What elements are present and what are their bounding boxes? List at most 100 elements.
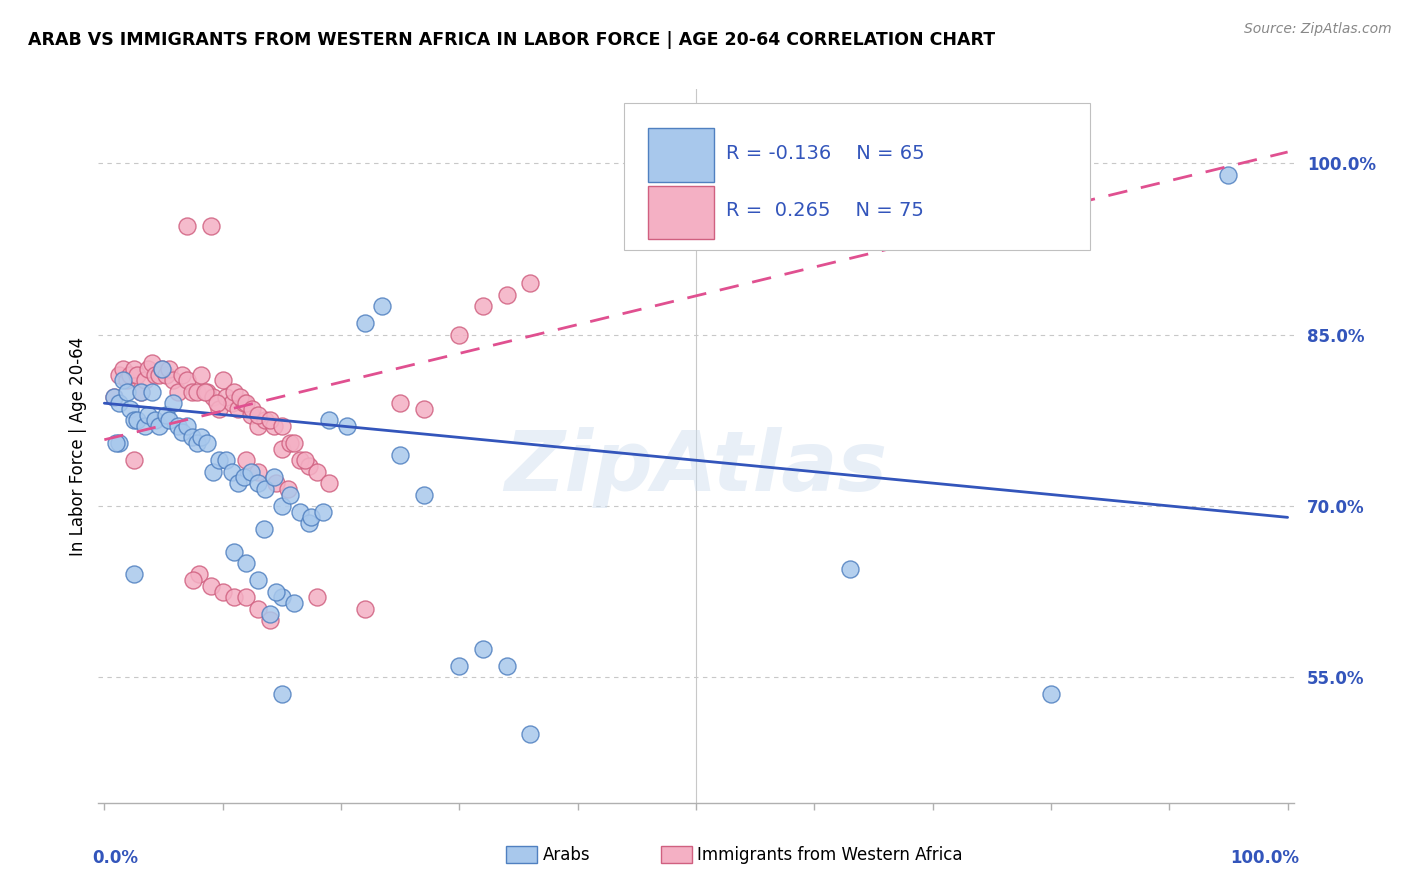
- Point: [270, 591, 292, 605]
- Text: Immigrants from Western Africa: Immigrants from Western Africa: [697, 846, 963, 863]
- Point: [240, 401, 263, 416]
- Point: [202, 465, 225, 479]
- Point: [136, 408, 159, 422]
- Point: [389, 448, 412, 462]
- Point: [208, 453, 231, 467]
- Point: [353, 601, 375, 615]
- Point: [180, 430, 202, 444]
- Point: [472, 299, 495, 313]
- Point: [143, 368, 166, 382]
- Point: [200, 579, 222, 593]
- Point: [247, 476, 270, 491]
- Text: ARAB VS IMMIGRANTS FROM WESTERN AFRICA IN LABOR FORCE | AGE 20-64 CORRELATION CH: ARAB VS IMMIGRANTS FROM WESTERN AFRICA I…: [28, 31, 995, 49]
- Point: [180, 384, 202, 399]
- Point: [122, 567, 145, 582]
- Point: [449, 327, 471, 342]
- Point: [127, 368, 149, 382]
- Point: [838, 562, 860, 576]
- Point: [103, 391, 125, 405]
- Point: [221, 465, 243, 479]
- Point: [495, 658, 517, 673]
- Point: [134, 373, 156, 387]
- Point: [195, 436, 218, 450]
- Text: R = -0.136    N = 65: R = -0.136 N = 65: [725, 144, 925, 163]
- Text: Arabs: Arabs: [543, 846, 591, 863]
- Point: [134, 419, 156, 434]
- Point: [120, 368, 142, 382]
- Point: [107, 368, 129, 382]
- Point: [195, 384, 218, 399]
- Point: [215, 391, 238, 405]
- Point: [166, 384, 188, 399]
- Point: [270, 499, 292, 513]
- Point: [172, 368, 194, 382]
- Point: [112, 373, 135, 387]
- Text: Source: ZipAtlas.com: Source: ZipAtlas.com: [1244, 22, 1392, 37]
- Point: [208, 401, 231, 416]
- Point: [277, 482, 299, 496]
- Point: [157, 362, 180, 376]
- Text: 100.0%: 100.0%: [1230, 849, 1299, 867]
- Point: [247, 573, 270, 587]
- Text: R =  0.265    N = 75: R = 0.265 N = 75: [725, 201, 924, 220]
- Point: [172, 425, 194, 439]
- Point: [224, 544, 246, 558]
- Point: [155, 408, 177, 422]
- Point: [298, 458, 321, 473]
- Point: [412, 487, 434, 501]
- Point: [278, 487, 301, 501]
- Point: [107, 396, 129, 410]
- Point: [122, 453, 145, 467]
- Point: [162, 373, 184, 387]
- Point: [307, 465, 329, 479]
- Point: [299, 510, 322, 524]
- Point: [190, 368, 212, 382]
- Point: [283, 596, 305, 610]
- Point: [107, 436, 129, 450]
- Point: [143, 413, 166, 427]
- Point: [1039, 687, 1062, 701]
- Point: [247, 601, 270, 615]
- Point: [247, 465, 270, 479]
- Point: [226, 401, 249, 416]
- Point: [270, 419, 292, 434]
- Point: [141, 384, 163, 399]
- Point: [259, 607, 281, 622]
- Point: [150, 362, 173, 376]
- Point: [472, 641, 495, 656]
- Point: [202, 391, 225, 405]
- Point: [103, 391, 125, 405]
- Point: [294, 453, 316, 467]
- Point: [270, 687, 292, 701]
- Point: [221, 396, 243, 410]
- FancyBboxPatch shape: [624, 103, 1091, 250]
- Point: [254, 413, 277, 427]
- Point: [240, 465, 263, 479]
- Point: [229, 391, 252, 405]
- Point: [336, 419, 359, 434]
- Point: [215, 453, 238, 467]
- Point: [136, 362, 159, 376]
- Point: [1218, 168, 1240, 182]
- Point: [122, 362, 145, 376]
- Point: [389, 396, 412, 410]
- Point: [312, 505, 335, 519]
- Point: [233, 396, 256, 410]
- Point: [240, 408, 263, 422]
- Point: [235, 591, 257, 605]
- Point: [288, 505, 311, 519]
- Point: [127, 413, 149, 427]
- Point: [283, 436, 305, 450]
- Point: [120, 401, 142, 416]
- Point: [105, 436, 128, 450]
- Point: [298, 516, 321, 530]
- Point: [186, 436, 208, 450]
- Point: [224, 591, 246, 605]
- Point: [412, 401, 434, 416]
- Point: [148, 419, 170, 434]
- Point: [247, 408, 270, 422]
- Point: [307, 591, 329, 605]
- Text: ZipAtlas: ZipAtlas: [505, 427, 887, 508]
- Point: [519, 727, 541, 741]
- Y-axis label: In Labor Force | Age 20-64: In Labor Force | Age 20-64: [69, 336, 87, 556]
